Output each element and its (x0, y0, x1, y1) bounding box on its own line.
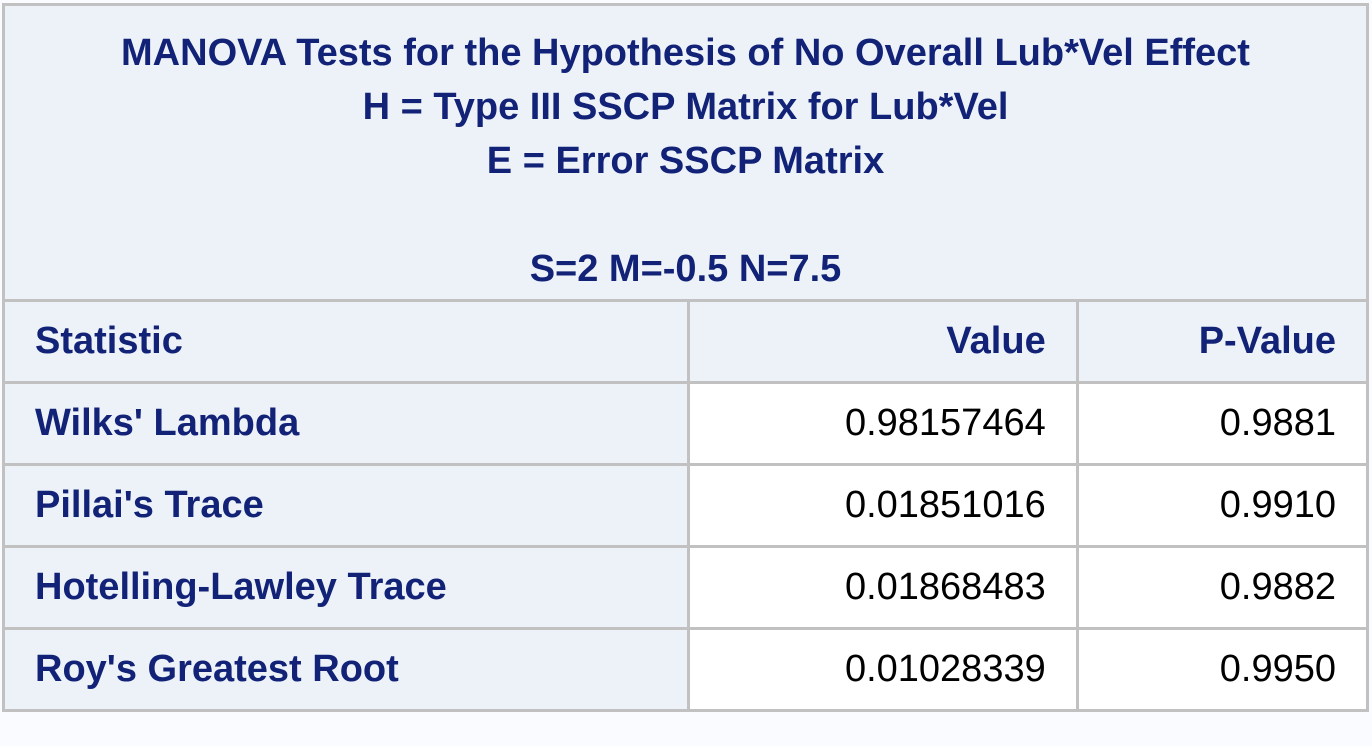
table-row: Pillai's Trace 0.01851016 0.9910 (1, 463, 1370, 548)
row-statistic-name: Wilks' Lambda (1, 381, 691, 466)
row-value: 0.98157464 (687, 381, 1079, 466)
table-row: Wilks' Lambda 0.98157464 0.9881 (1, 381, 1370, 466)
column-header-statistic: Statistic (1, 299, 691, 384)
table-caption: MANOVA Tests for the Hypothesis of No Ov… (2, 3, 1369, 302)
caption-spacer (5, 188, 1366, 242)
table-caption-row: MANOVA Tests for the Hypothesis of No Ov… (2, 3, 1369, 302)
row-pvalue: 0.9881 (1075, 381, 1370, 466)
row-pvalue: 0.9910 (1075, 463, 1370, 548)
row-statistic-name: Hotelling-Lawley Trace (1, 545, 691, 630)
caption-h-matrix: H = Type III SSCP Matrix for Lub*Vel (362, 86, 1009, 128)
column-header-row: Statistic Value P-Value (1, 299, 1370, 384)
table-row: Roy's Greatest Root 0.01028339 0.9950 (1, 627, 1370, 712)
row-pvalue: 0.9882 (1075, 545, 1370, 630)
row-statistic-name: Pillai's Trace (1, 463, 691, 548)
row-value: 0.01868483 (687, 545, 1079, 630)
column-header-value: Value (687, 299, 1079, 384)
caption-e-matrix: E = Error SSCP Matrix (486, 140, 885, 182)
row-pvalue: 0.9950 (1075, 627, 1370, 712)
caption-title: MANOVA Tests for the Hypothesis of No Ov… (121, 32, 1250, 74)
manova-table: MANOVA Tests for the Hypothesis of No Ov… (1, 3, 1370, 712)
row-value: 0.01028339 (687, 627, 1079, 712)
column-header-pvalue: P-Value (1075, 299, 1370, 384)
caption-parameters: S=2 M=-0.5 N=7.5 (529, 248, 842, 290)
table-row: Hotelling-Lawley Trace 0.01868483 0.9882 (1, 545, 1370, 630)
row-statistic-name: Roy's Greatest Root (1, 627, 691, 712)
row-value: 0.01851016 (687, 463, 1079, 548)
